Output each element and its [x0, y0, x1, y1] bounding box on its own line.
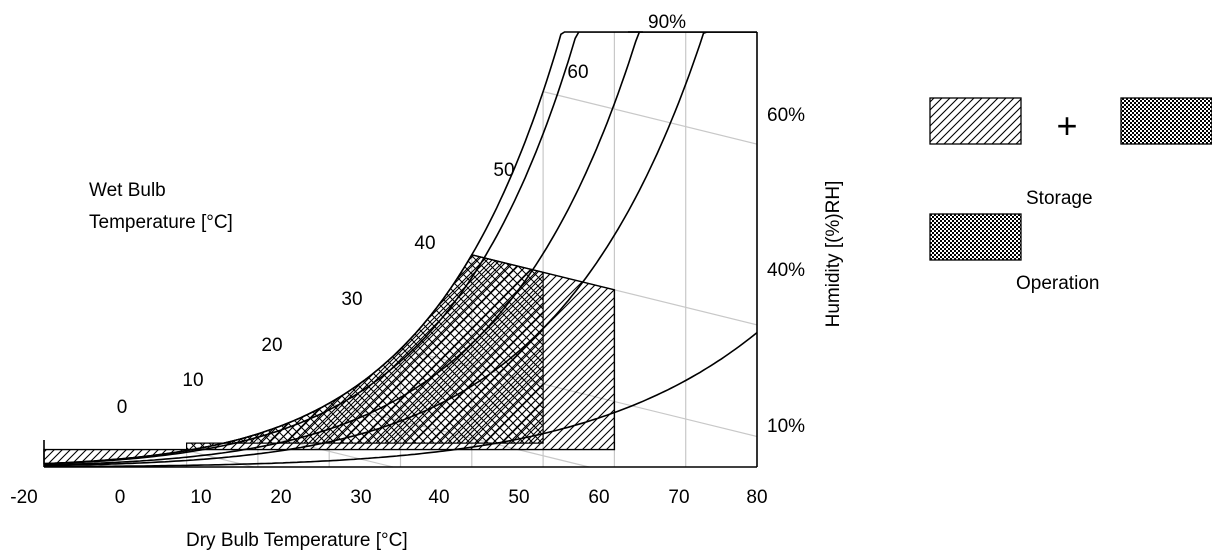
wet-bulb-label: 30 — [341, 289, 362, 310]
wet-bulb-label: 20 — [261, 335, 282, 356]
wet-bulb-label: 0 — [117, 397, 128, 418]
wet-bulb-axis-label-line2: Temperature [°C] — [89, 212, 233, 233]
wet-bulb-line — [542, 91, 757, 145]
wet-bulb-label: 60 — [567, 62, 588, 83]
wet-bulb-label: 50 — [493, 160, 514, 181]
x-tick-label: 70 — [668, 487, 689, 508]
x-tick-label: 30 — [350, 487, 371, 508]
legend-storage-label: Storage — [1026, 188, 1093, 209]
x-tick-label: 20 — [270, 487, 291, 508]
legend-operation-label: Operation — [1016, 273, 1099, 294]
x-tick-labels: -20 0 10 20 30 40 50 60 70 80 — [10, 487, 767, 508]
rh-label: 10% — [767, 416, 805, 437]
rh-curves — [43, 31, 757, 468]
operation-region — [186, 254, 544, 452]
x-tick-label: 80 — [746, 487, 767, 508]
y-axis-label: Humidity [(%)RH] — [823, 181, 844, 328]
legend-operation-swatch — [929, 213, 1022, 261]
wet-bulb-label: 40 — [414, 233, 435, 254]
wet-bulb-line — [614, 0, 1212, 467]
x-tick-label: 60 — [588, 487, 609, 508]
legend: + Storage Operation — [929, 97, 1212, 294]
x-tick-label: 0 — [115, 487, 126, 508]
rh-label: 60% — [767, 105, 805, 126]
wet-bulb-label: 10 — [182, 370, 203, 391]
rh-label: 40% — [767, 260, 805, 281]
wet-bulb-axis-label-line1: Wet Bulb — [89, 180, 166, 201]
wet-bulb-labels: 0 10 20 30 40 50 60 — [117, 62, 589, 418]
x-tick-label: 10 — [190, 487, 211, 508]
x-tick-label: 50 — [508, 487, 529, 508]
legend-storage-hatch-swatch — [929, 97, 1022, 145]
saturation-curve — [43, 31, 643, 465]
rh-curve — [44, 331, 757, 468]
legend-storage-check-swatch — [1120, 97, 1212, 145]
wet-bulb-line — [471, 254, 757, 326]
rh-curve — [44, 32, 757, 466]
rh-curve — [44, 32, 757, 465]
chart-frame — [43, 31, 758, 468]
legend-plus: + — [1056, 105, 1077, 146]
rh-label: 90% — [648, 12, 686, 33]
x-tick-label: -20 — [10, 487, 37, 508]
rh-curve — [44, 32, 757, 467]
regions — [43, 253, 616, 465]
x-tick-label: 40 — [428, 487, 449, 508]
x-axis-label: Dry Bulb Temperature [°C] — [186, 530, 408, 551]
rh-curve-labels: 90% 60% 40% 10% — [648, 12, 805, 437]
